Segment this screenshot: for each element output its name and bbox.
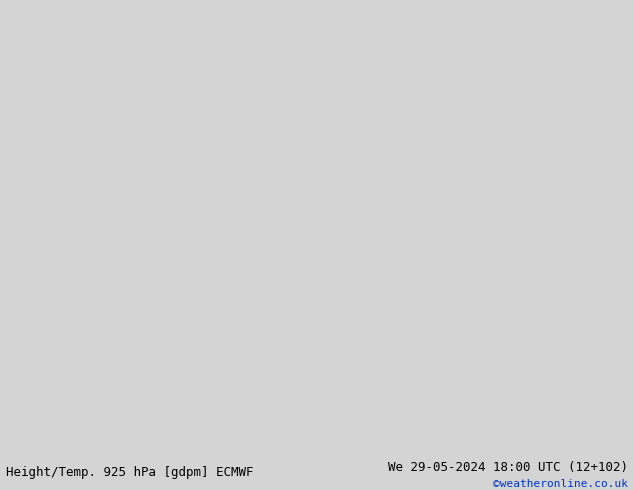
Text: ©weatheronline.co.uk: ©weatheronline.co.uk	[493, 479, 628, 489]
Text: We 29-05-2024 18:00 UTC (12+102): We 29-05-2024 18:00 UTC (12+102)	[387, 461, 628, 473]
Text: Height/Temp. 925 hPa [gdpm] ECMWF: Height/Temp. 925 hPa [gdpm] ECMWF	[6, 466, 254, 479]
